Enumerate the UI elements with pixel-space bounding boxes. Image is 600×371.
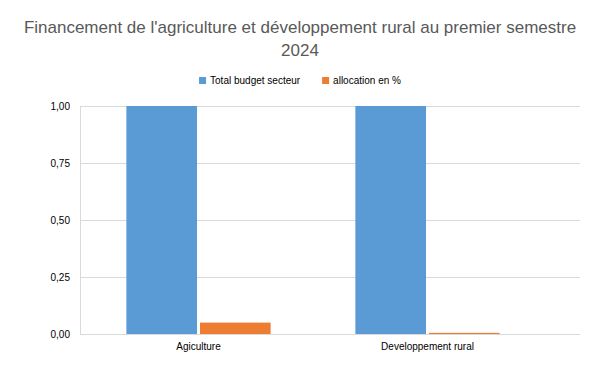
legend: Total budget secteur allocation en % xyxy=(199,75,401,86)
bars xyxy=(126,106,499,334)
bar xyxy=(355,106,426,334)
background xyxy=(0,0,600,371)
y-tick-label: 0,25 xyxy=(51,272,71,283)
x-tick: Agiculture xyxy=(176,334,221,352)
x-tick: Developpement rural xyxy=(381,334,474,352)
y-tick-label: 0,00 xyxy=(51,329,71,340)
y-axis-line xyxy=(81,107,581,335)
series-bars xyxy=(126,106,426,334)
y-tick-label: 0,75 xyxy=(51,158,71,169)
x-axis-line xyxy=(85,334,543,335)
legend-swatch xyxy=(199,77,206,84)
bar xyxy=(200,323,271,334)
x-tick-label: Developpement rural xyxy=(381,341,474,352)
legend-item: Total budget secteur xyxy=(199,75,301,86)
bar xyxy=(429,333,500,334)
y-axis: 0,00 0,25 0,50 0,75 1,00 xyxy=(51,101,580,340)
legend-label: Total budget secteur xyxy=(210,75,301,86)
legend-item: allocation en % xyxy=(322,75,401,86)
y-tick-label: 1,00 xyxy=(51,101,71,112)
series-bars xyxy=(200,323,500,334)
x-tick-label: Agiculture xyxy=(176,341,221,352)
chart: Financement de l'agriculture et développ… xyxy=(0,0,600,371)
bar xyxy=(126,106,197,334)
grid-line xyxy=(80,334,580,335)
x-axis: Agiculture Developpement rural xyxy=(85,334,543,352)
title: Financement de l'agriculture et développ… xyxy=(24,18,576,60)
y-tick-label: 0,50 xyxy=(51,215,71,226)
legend-label: allocation en % xyxy=(333,75,401,86)
legend-swatch xyxy=(322,77,329,84)
